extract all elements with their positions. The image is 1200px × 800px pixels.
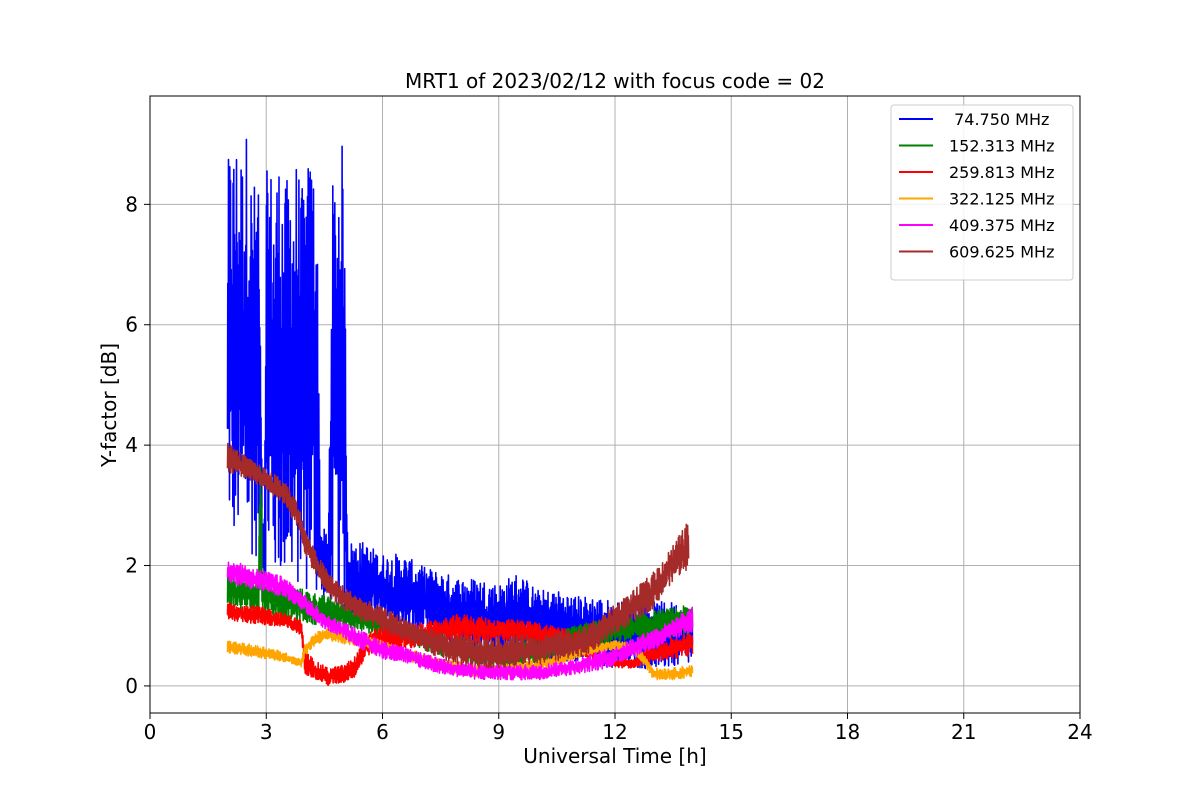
legend-label: 74.750 MHz bbox=[949, 110, 1049, 129]
x-tick-label: 3 bbox=[260, 720, 273, 744]
legend: 74.750 MHz 152.313 MHz 259.813 MHz 322.125 … bbox=[890, 104, 1074, 281]
y-tick-label: 2 bbox=[125, 554, 138, 578]
y-tick-label: 6 bbox=[125, 313, 138, 337]
x-tick-label: 21 bbox=[951, 720, 976, 744]
x-tick-label: 24 bbox=[1067, 720, 1092, 744]
x-tick-label: 9 bbox=[492, 720, 505, 744]
y-tick-label: 0 bbox=[125, 674, 138, 698]
x-tick-label: 15 bbox=[719, 720, 744, 744]
legend-label: 322.125 MHz bbox=[949, 190, 1054, 209]
x-tick-label: 0 bbox=[144, 720, 157, 744]
y-axis: 0 2 4 6 8 bbox=[125, 192, 150, 698]
x-tick-label: 18 bbox=[835, 720, 860, 744]
legend-label: 259.813 MHz bbox=[949, 163, 1054, 182]
x-tick-label: 6 bbox=[376, 720, 389, 744]
y-tick-label: 4 bbox=[125, 433, 138, 457]
series-line-4 bbox=[226, 561, 694, 681]
x-axis-label: Universal Time [h] bbox=[523, 744, 706, 768]
x-tick-label: 12 bbox=[602, 720, 627, 744]
y-tick-label: 8 bbox=[125, 192, 138, 216]
series-line-5 bbox=[226, 442, 690, 669]
legend-box bbox=[890, 104, 1074, 281]
plot-area bbox=[226, 138, 694, 686]
x-axis: 0 3 6 9 12 15 18 21 24 bbox=[144, 713, 1093, 744]
legend-label: 152.313 MHz bbox=[949, 137, 1054, 156]
legend-label: 409.375 MHz bbox=[949, 216, 1054, 235]
legend-label: 609.625 MHz bbox=[949, 243, 1054, 262]
y-axis-label: Y-factor [dB] bbox=[97, 343, 121, 468]
chart-title: MRT1 of 2023/02/12 with focus code = 02 bbox=[405, 69, 825, 93]
